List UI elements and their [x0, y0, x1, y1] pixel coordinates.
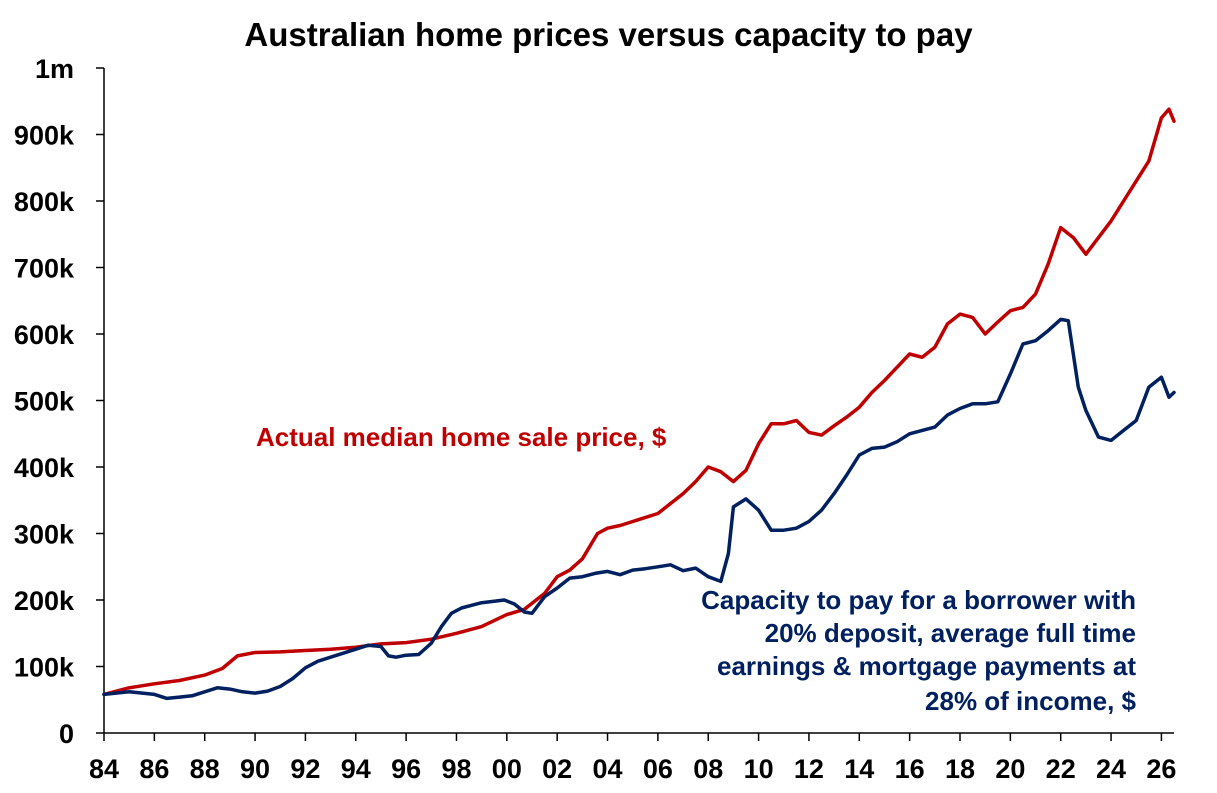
y-tick-label: 100k [14, 653, 75, 683]
x-tick-label: 14 [844, 754, 874, 784]
series-layer [102, 107, 1176, 701]
chart-title: Australian home prices versus capacity t… [244, 16, 973, 53]
capacity-series-label-line-4: 28% of income, $ [925, 686, 1136, 716]
x-tick-label: 26 [1146, 754, 1176, 784]
x-tick-label: 92 [290, 754, 320, 784]
capacity-series-label-line-1: Capacity to pay for a borrower with [701, 585, 1136, 615]
annotations: Actual median home sale price, $ Capacit… [256, 422, 1137, 716]
y-tick-label: 1m [35, 54, 74, 84]
x-tick-label: 04 [593, 754, 623, 784]
x-tick-label: 06 [643, 754, 673, 784]
x-tick-label: 94 [341, 754, 371, 784]
y-tick-label: 400k [14, 453, 75, 483]
capacity-series-label-line-2: 20% deposit, average full time [765, 618, 1136, 648]
x-tick-label: 24 [1096, 754, 1126, 784]
x-tick-label: 20 [995, 754, 1025, 784]
x-tick-label: 08 [693, 754, 723, 784]
y-tick-label: 900k [14, 121, 75, 151]
y-tick-label: 200k [14, 586, 75, 616]
x-tick-label: 84 [89, 754, 119, 784]
x-tick-label: 18 [945, 754, 975, 784]
capacity-series-label-line-3: earnings & mortgage payments at [717, 651, 1136, 681]
x-tick-label: 88 [190, 754, 220, 784]
x-tick-label: 22 [1046, 754, 1076, 784]
x-tick-label: 86 [139, 754, 169, 784]
y-tick-label: 700k [14, 254, 75, 284]
x-tick-label: 96 [391, 754, 421, 784]
x-axis-ticks: 84 86 88 90 92 94 96 98 00 02 04 06 08 10 12 14 16 18 20 22… [89, 733, 1176, 784]
y-tick-label: 600k [14, 320, 75, 350]
x-tick-label: 02 [542, 754, 572, 784]
y-tick-label: 800k [14, 187, 75, 217]
x-tick-label: 12 [794, 754, 824, 784]
x-tick-label: 98 [441, 754, 471, 784]
y-axis-ticks: 0 100k 200k 300k 400k 500k 600k 700k 800k 900k 1m [14, 54, 104, 749]
x-tick-label: 00 [492, 754, 522, 784]
capacity-series-line [102, 317, 1176, 701]
x-tick-label: 10 [744, 754, 774, 784]
y-tick-label: 500k [14, 387, 75, 417]
y-tick-label: 0 [59, 719, 74, 749]
y-tick-label: 300k [14, 520, 75, 550]
price-series-label: Actual median home sale price, $ [256, 422, 667, 452]
x-tick-label: 90 [240, 754, 270, 784]
x-tick-label: 16 [895, 754, 925, 784]
